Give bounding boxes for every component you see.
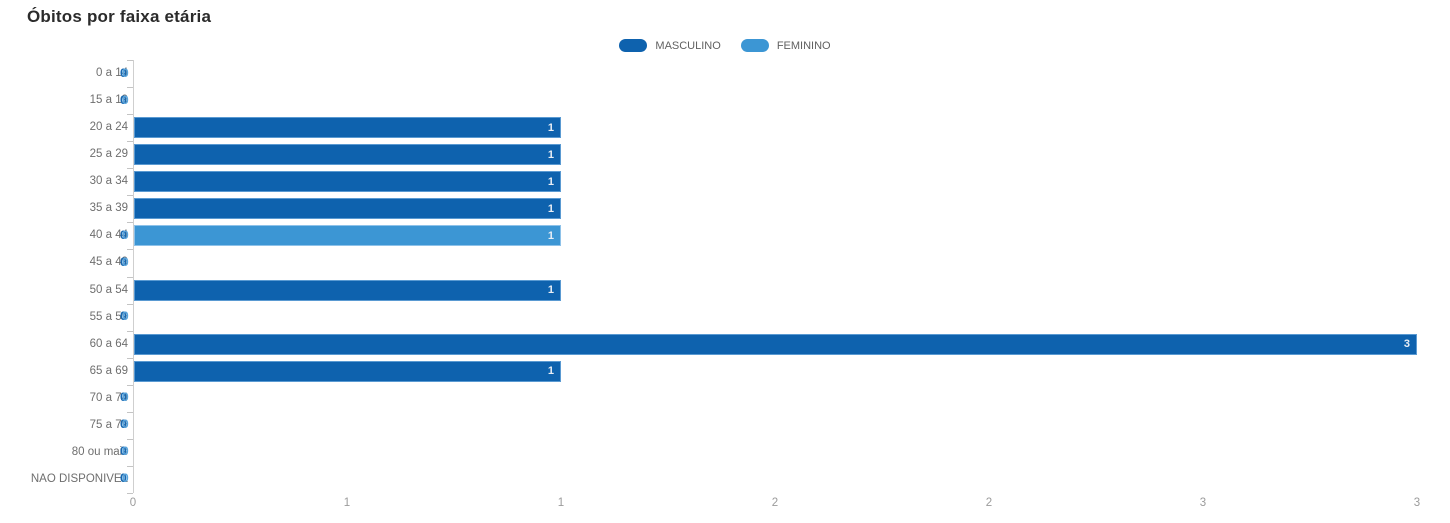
zero-value-feminino: 0 xyxy=(122,65,129,80)
category-label: 0 a 14 xyxy=(96,67,128,79)
zero-value-masculino: 0 xyxy=(120,390,127,405)
x-tick-label: 2 xyxy=(985,497,993,509)
category-label: 80 ou mais xyxy=(71,445,128,458)
legend-swatch-masculino-icon xyxy=(619,39,648,52)
bar-value-label: 1 xyxy=(547,229,554,242)
bar-value-label: 1 xyxy=(547,148,554,161)
y-axis-tick xyxy=(127,87,133,89)
bar-masculino-20-a-24[interactable]: 1 xyxy=(134,117,561,139)
zero-value-feminino: 0 xyxy=(122,227,129,242)
y-axis-tick xyxy=(127,168,133,170)
category-label: 65 a 69 xyxy=(89,364,128,377)
y-axis-tick xyxy=(127,276,133,278)
bar-masculino-60-a-64[interactable]: 3 xyxy=(134,333,1417,355)
category-label: 15 a 19 xyxy=(89,94,128,107)
category-label: 70 a 74 xyxy=(89,391,128,404)
y-axis-tick xyxy=(127,303,133,305)
y-axis-tick xyxy=(127,384,133,386)
x-axis-labels: 0 1 1 2 2 3 3 xyxy=(0,497,1450,517)
zero-value-feminino: 0 xyxy=(122,390,129,405)
y-axis-tick xyxy=(127,114,133,116)
zero-value-masculino: 0 xyxy=(120,65,127,80)
legend-swatch-feminino-icon xyxy=(740,39,769,52)
legend-label-masculino: MASCULINO xyxy=(655,39,721,52)
y-axis-tick xyxy=(127,465,133,467)
bar-value-label: 1 xyxy=(547,284,554,297)
y-axis-tick xyxy=(127,493,133,494)
zero-value-masculino: 0 xyxy=(120,227,127,242)
y-axis-labels: 0 a 14 15 a 19 20 a 24 25 a 29 30 a 34 35 a 3… xyxy=(0,60,128,493)
y-axis-tick xyxy=(127,141,133,143)
legend-item-masculino[interactable]: MASCULINO xyxy=(619,39,721,52)
y-axis-tick xyxy=(127,195,133,197)
bar-value-label: 1 xyxy=(547,202,554,215)
bar-value-label: 1 xyxy=(547,365,554,378)
zero-value-masculino: 0 xyxy=(120,444,127,459)
y-axis-tick xyxy=(127,438,133,440)
y-axis-tick xyxy=(127,357,133,359)
bar-masculino-25-a-29[interactable]: 1 xyxy=(134,144,561,166)
x-tick-label: 1 xyxy=(557,497,565,509)
zero-value-feminino: 0 xyxy=(122,471,129,486)
zero-value-feminino: 0 xyxy=(122,254,129,269)
x-tick-label: 2 xyxy=(771,497,779,509)
y-axis-line xyxy=(133,60,134,493)
legend-item-feminino[interactable]: FEMININO xyxy=(740,39,831,52)
y-axis-tick xyxy=(127,330,133,332)
bar-masculino-65-a-69[interactable]: 1 xyxy=(134,360,561,382)
x-tick-label: 0 xyxy=(129,497,137,509)
category-label: 30 a 34 xyxy=(89,175,128,188)
zero-value-feminino: 0 xyxy=(122,444,129,459)
x-tick-label: 3 xyxy=(1199,497,1207,509)
category-label: 55 a 59 xyxy=(89,310,128,323)
bar-value-label: 3 xyxy=(1403,338,1410,351)
x-tick-label: 1 xyxy=(343,497,351,509)
bar-value-label: 1 xyxy=(547,121,554,134)
category-label: 45 a 49 xyxy=(89,256,128,269)
zero-value-masculino: 0 xyxy=(120,309,127,324)
y-axis-tick xyxy=(127,222,133,224)
zero-value-masculino: 0 xyxy=(120,417,127,432)
category-label: 50 a 54 xyxy=(89,283,128,296)
bar-masculino-35-a-39[interactable]: 1 xyxy=(134,198,561,220)
category-label: 20 a 24 xyxy=(89,121,128,134)
zero-value-feminino: 0 xyxy=(122,92,129,107)
category-label: 25 a 29 xyxy=(89,148,128,161)
zero-value-masculino: 0 xyxy=(120,471,127,486)
category-label: 75 a 79 xyxy=(89,418,128,431)
bar-masculino-30-a-34[interactable]: 1 xyxy=(134,171,561,193)
zero-value-feminino: 0 xyxy=(122,417,129,432)
category-label: 35 a 39 xyxy=(89,202,128,215)
bar-value-label: 1 xyxy=(547,175,554,188)
zero-value-masculino: 0 xyxy=(120,254,127,269)
y-axis-tick xyxy=(127,411,133,413)
zero-value-masculino: 0 xyxy=(120,92,127,107)
zero-value-feminino: 0 xyxy=(122,309,129,324)
bar-masculino-50-a-54[interactable]: 1 xyxy=(134,279,561,301)
legend: MASCULINO FEMININO xyxy=(0,39,1450,52)
category-label: 60 a 64 xyxy=(89,337,128,350)
x-tick-label: 3 xyxy=(1413,497,1421,509)
y-axis-tick xyxy=(127,60,133,61)
y-axis-tick xyxy=(127,249,133,251)
legend-label-feminino: FEMININO xyxy=(776,39,831,52)
bar-feminino-40-a-44[interactable]: 1 xyxy=(134,225,561,247)
category-label: 40 a 44 xyxy=(89,229,128,242)
category-label: NAO DISPONIVEL xyxy=(30,472,128,485)
chart-title: Óbitos por faixa etária xyxy=(27,7,212,26)
